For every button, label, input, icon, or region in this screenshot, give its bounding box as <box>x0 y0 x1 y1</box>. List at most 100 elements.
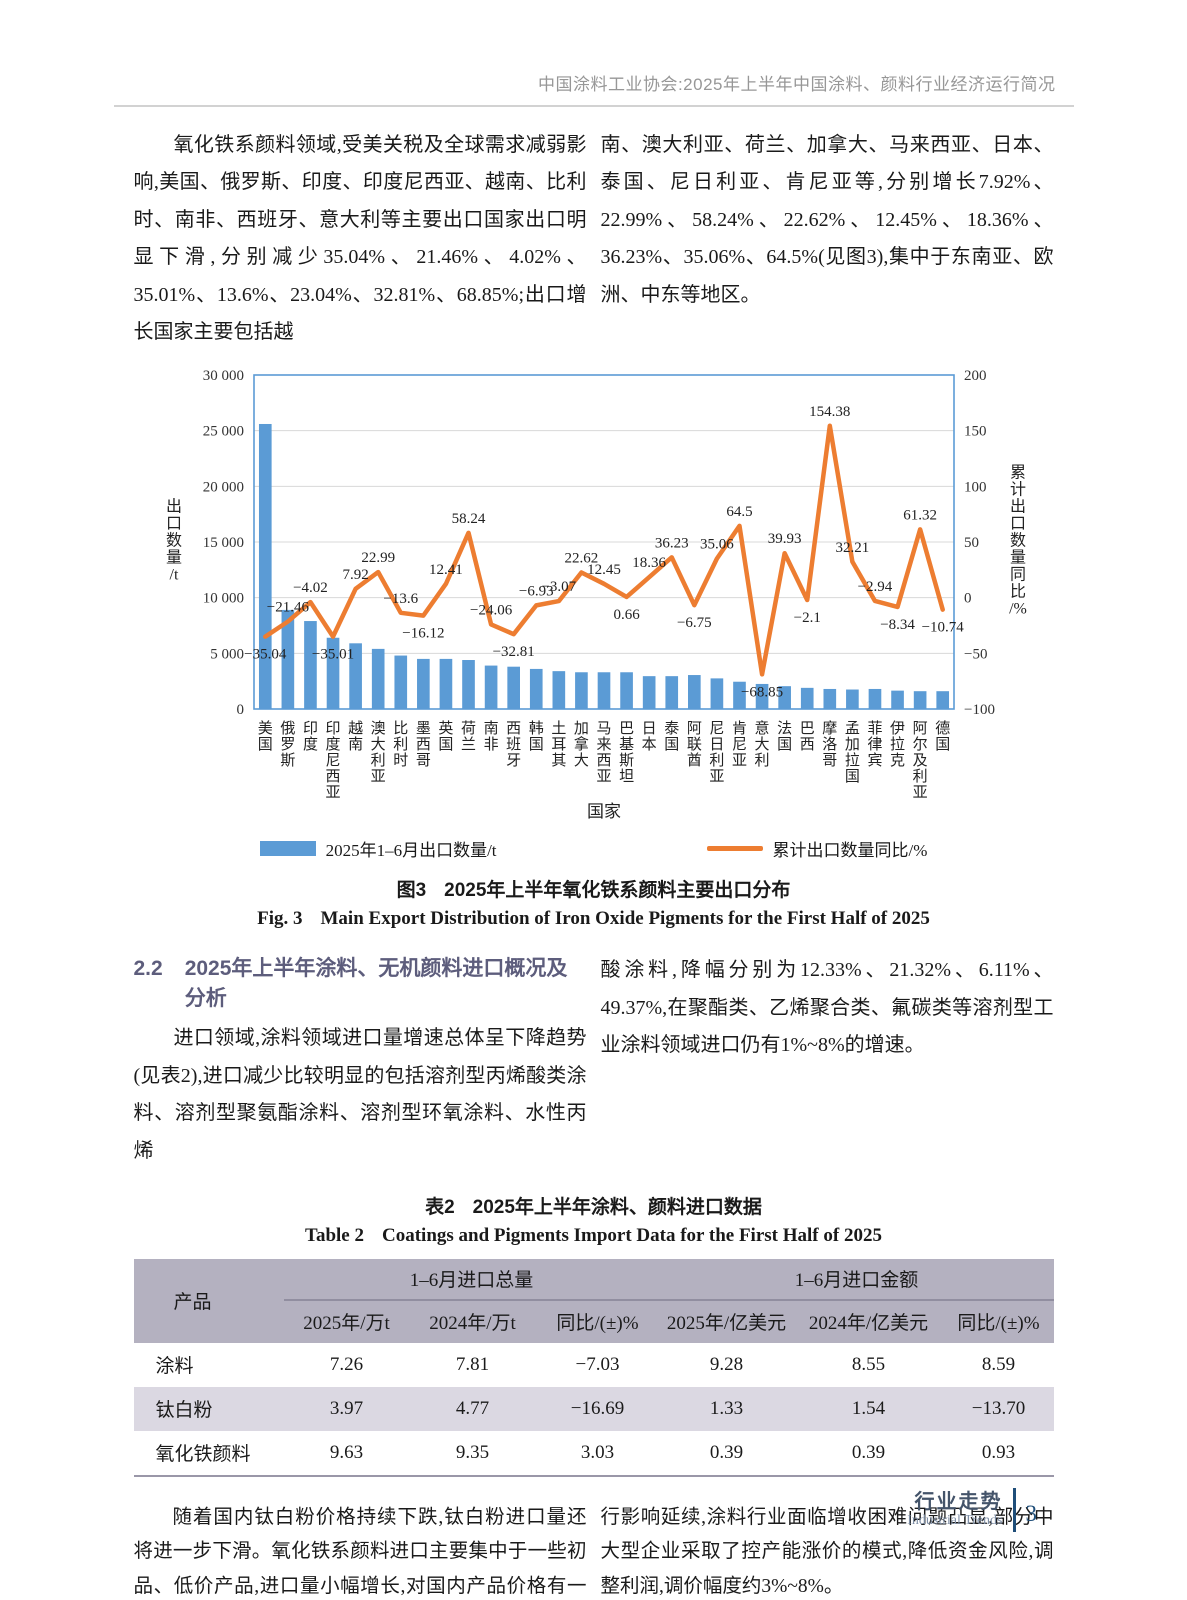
svg-text:36.23: 36.23 <box>654 536 688 552</box>
svg-text:35.06: 35.06 <box>700 537 734 553</box>
svg-text:39.93: 39.93 <box>767 532 801 548</box>
col-group-import-volume: 1–6月进口总量 <box>283 1258 660 1301</box>
svg-text:154.38: 154.38 <box>809 404 850 420</box>
svg-text:0.66: 0.66 <box>613 607 640 623</box>
svg-text:菲律宾: 菲律宾 <box>867 720 882 769</box>
intro-right-column: 南、澳大利亚、荷兰、加拿大、马来西亚、日本、泰国、尼日利亚、肯尼亚等,分别增长7… <box>601 127 1054 351</box>
intro-left-paragraph: 氧化铁系颜料领域,受美关税及全球需求减弱影响,美国、俄罗斯、印度、印度尼西亚、越… <box>133 134 587 343</box>
col-header-product: 产品 <box>133 1258 284 1343</box>
cell: 9.63 <box>329 1441 364 1463</box>
svg-text:荷兰: 荷兰 <box>461 720 476 753</box>
svg-text:50: 50 <box>964 535 979 551</box>
svg-text:−68.85: −68.85 <box>740 685 782 701</box>
section22: 2.2 2025年上半年涂料、无机颜料进口概况及分析 进口领域,涂料领域进口量增… <box>134 952 1054 1170</box>
figure3-chart: 0 5 000 10 000 15 000 20 000 25 000 30 000 −100… <box>165 368 1026 821</box>
svg-text:印度: 印度 <box>302 720 317 753</box>
svg-text:−35.01: −35.01 <box>311 647 353 663</box>
svg-text:出口数量/t: 出口数量/t <box>165 498 181 584</box>
table2-label-en: Table 2 <box>305 1224 364 1246</box>
legend-item-bar: 2025年1–6月出口数量/t <box>259 836 497 861</box>
section22-right-paragraph: 酸涂料,降幅分别为12.33%、21.32%、6.11%、49.37%,在聚酯类… <box>600 959 1054 1057</box>
svg-text:俄罗斯: 俄罗斯 <box>280 720 295 769</box>
bottom-left-column: 随着国内钛白粉价格持续下跌,钛白粉进口量还将进一步下滑。氧化铁系颜料进口主要集中… <box>134 1501 587 1600</box>
svg-text:100: 100 <box>964 480 987 496</box>
svg-text:58.24: 58.24 <box>451 511 485 527</box>
col-header-2025-value: 2025年/亿美元 <box>659 1299 794 1343</box>
svg-text:美国: 美国 <box>257 720 272 753</box>
cell: −7.03 <box>575 1353 620 1375</box>
section22-title: 2025年上半年涂料、无机颜料进口概况及分析 <box>184 957 568 1011</box>
col-header-yoy-value: 同比/(±)% <box>943 1299 1054 1343</box>
svg-text:−13.6: −13.6 <box>383 591 418 607</box>
col-header-2024-volume: 2024年/万t <box>409 1299 536 1343</box>
cell: −13.70 <box>971 1397 1026 1419</box>
cell: 0.39 <box>709 1441 744 1463</box>
cell: 7.26 <box>329 1353 364 1375</box>
svg-text:英国: 英国 <box>438 719 453 753</box>
cell: 1.33 <box>709 1397 744 1419</box>
svg-text:20 000: 20 000 <box>202 480 243 496</box>
svg-text:墨西哥: 墨西哥 <box>415 721 430 769</box>
col-header-2025-volume: 2025年/万t <box>283 1299 410 1343</box>
svg-text:巴基斯坦: 巴基斯坦 <box>619 721 634 785</box>
svg-text:−3.07: −3.07 <box>541 579 576 595</box>
row-product: 钛白粉 <box>155 1400 213 1422</box>
bottom-left-paragraph1: 随着国内钛白粉价格持续下跌,钛白粉进口量还将进一步下滑。氧化铁系颜料进口主要集中… <box>133 1506 587 1597</box>
svg-text:−35.04: −35.04 <box>244 647 287 663</box>
footer-section-cn: 行业走势 <box>914 1490 1003 1513</box>
table2-caption-cn: 表2 2025年上半年涂料、颜料进口数据 <box>0 1192 1187 1219</box>
svg-text:澳大利亚: 澳大利亚 <box>370 720 385 785</box>
running-header-title: 中国涂料工业协会:2025年上半年中国涂料、颜料行业经济运行简况 <box>537 75 1056 94</box>
cell: 3.03 <box>580 1441 615 1463</box>
table-row: 涂料 7.26 7.81 −7.03 9.28 8.55 8.59 <box>134 1343 1054 1387</box>
figure3-title-cn: 2025年上半年氧化铁系颜料主要出口分布 <box>444 880 791 902</box>
svg-text:−4.02: −4.02 <box>293 580 328 596</box>
table-row: 钛白粉 3.97 4.77 −16.69 1.33 1.54 −13.70 <box>133 1386 1054 1431</box>
svg-text:马来西亚: 马来西亚 <box>596 720 611 785</box>
table2-title-en: Coatings and Pigments Import Data for th… <box>382 1224 882 1246</box>
svg-text:−16.12: −16.12 <box>402 626 444 642</box>
svg-text:0: 0 <box>236 702 244 718</box>
cell: 8.59 <box>981 1353 1016 1375</box>
svg-text:−2.94: −2.94 <box>857 579 892 595</box>
cell: 1.54 <box>851 1397 886 1419</box>
row-product: 氧化铁颜料 <box>155 1444 251 1466</box>
svg-text:−50: −50 <box>964 647 987 663</box>
svg-text:200: 200 <box>964 368 987 384</box>
intro-left-column: 氧化铁系颜料领域,受美关税及全球需求减弱影响,美国、俄罗斯、印度、印度尼西亚、越… <box>134 127 587 351</box>
footer-section-name: 行业走势 Industrial Trends <box>907 1491 1002 1530</box>
svg-text:泰国: 泰国 <box>664 720 679 753</box>
svg-text:加拿大: 加拿大 <box>573 720 588 769</box>
figure3-label-en: Fig. 3 <box>257 908 303 930</box>
svg-text:尼日利亚: 尼日利亚 <box>709 720 724 785</box>
svg-text:意大利: 意大利 <box>754 719 769 769</box>
svg-text:−2.1: −2.1 <box>793 610 820 626</box>
page-footer: 行业走势 Industrial Trends 3 <box>907 1488 1037 1532</box>
cell: 9.28 <box>709 1353 744 1375</box>
svg-text:12.45: 12.45 <box>587 562 621 578</box>
svg-text:−6.93: −6.93 <box>518 584 553 600</box>
cell: 7.81 <box>455 1353 490 1375</box>
svg-text:−10.74: −10.74 <box>921 620 964 636</box>
svg-text:22.99: 22.99 <box>361 550 395 566</box>
svg-text:孟加拉国: 孟加拉国 <box>844 720 859 785</box>
running-header: 中国涂料工业协会:2025年上半年中国涂料、颜料行业经济运行简况 <box>113 0 1074 107</box>
cell: 0.93 <box>981 1441 1016 1463</box>
figure3-caption-cn: 图3 2025年上半年氧化铁系颜料主要出口分布 <box>134 875 1054 902</box>
section22-left-column: 2.2 2025年上半年涂料、无机颜料进口概况及分析 进口领域,涂料领域进口量增… <box>134 952 587 1170</box>
svg-text:德国: 德国 <box>935 719 950 753</box>
col-group-import-value: 1–6月进口金额 <box>659 1258 1054 1301</box>
intro-right-paragraph: 南、澳大利亚、荷兰、加拿大、马来西亚、日本、泰国、尼日利亚、肯尼亚等,分别增长7… <box>600 134 1054 306</box>
cell: 9.35 <box>455 1441 490 1463</box>
section22-number: 2.2 <box>133 957 163 981</box>
svg-text:巴西: 巴西 <box>799 721 814 753</box>
svg-text:−24.06: −24.06 <box>469 603 512 619</box>
svg-text:摩洛哥: 摩洛哥 <box>822 719 837 769</box>
svg-text:法国: 法国 <box>777 720 792 753</box>
section22-heading: 2.2 2025年上半年涂料、无机颜料进口概况及分析 <box>134 952 587 1012</box>
table-row: 氧化铁颜料 9.63 9.35 3.03 0.39 0.39 0.93 <box>134 1431 1054 1476</box>
legend-item-line: 累计出口数量同比/% <box>706 836 927 861</box>
svg-text:30 000: 30 000 <box>202 368 243 384</box>
svg-text:−6.75: −6.75 <box>676 616 711 632</box>
